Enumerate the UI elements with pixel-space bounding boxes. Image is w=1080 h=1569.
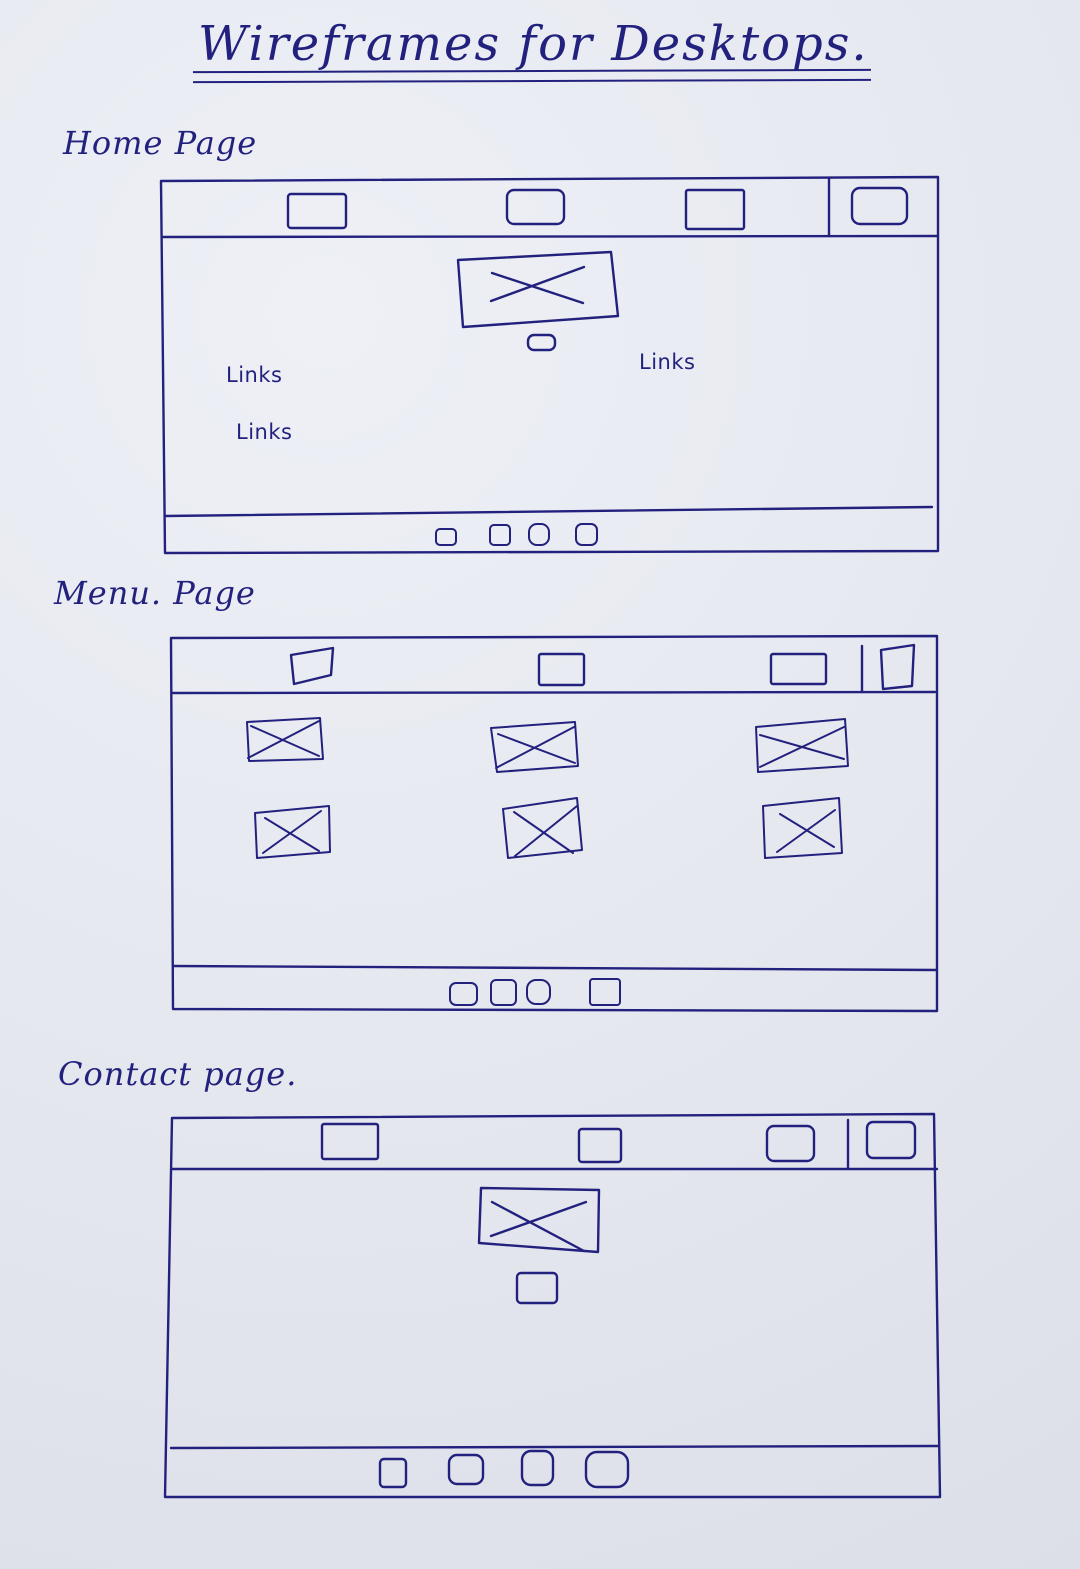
home-link-left-bottom: Links [236, 420, 293, 444]
menu-footer-icon-3 [526, 979, 551, 1005]
menu-nav-box-4 [879, 643, 916, 691]
menu-item-image-4 [254, 805, 331, 859]
contact-nav-box-3 [765, 1124, 816, 1163]
page-title: Wireframes for Desktops. [198, 16, 869, 72]
menu-item-grid [246, 717, 849, 859]
contact-footer-icon-4 [584, 1450, 630, 1489]
menu-item-image-6 [762, 797, 843, 859]
menu-page-label: Menu. Page [54, 574, 256, 612]
contact-wireframe [163, 1112, 942, 1499]
menu-item-image-1 [246, 717, 324, 762]
home-hero-image-cross [489, 265, 586, 305]
home-hero-button [526, 333, 557, 352]
menu-item-image-5 [502, 797, 583, 859]
menu-nav-box-3 [769, 652, 828, 686]
contact-frame [163, 1112, 942, 1499]
home-footer-icon-1 [435, 528, 457, 546]
contact-footer-icon-2 [447, 1453, 485, 1486]
contact-footer-icon-3 [520, 1449, 555, 1487]
home-footer-icon-2 [489, 524, 511, 546]
contact-footer-icon-1 [378, 1457, 408, 1489]
title-underline [192, 68, 872, 84]
menu-item-image-2 [490, 721, 579, 773]
contact-image-cross [489, 1200, 588, 1253]
contact-image-box [477, 1186, 601, 1254]
contact-nav-box-4 [865, 1120, 917, 1160]
menu-nav-box-2 [537, 652, 586, 687]
contact-footer-divider [169, 1444, 940, 1450]
home-footer-icon-3 [528, 523, 550, 546]
home-link-right: Links [639, 350, 696, 374]
home-nav-box-3 [684, 188, 746, 231]
menu-wireframe [169, 634, 939, 1013]
home-header-divider [161, 234, 940, 239]
menu-footer-divider [171, 964, 938, 972]
menu-item-image-3 [755, 718, 849, 773]
home-footer-divider [163, 505, 934, 518]
home-nav-box-2 [505, 188, 566, 226]
contact-nav-box-1 [320, 1122, 380, 1161]
menu-header-divider [170, 690, 937, 695]
menu-frame [169, 634, 939, 1013]
home-footer-icon-4 [575, 523, 598, 546]
home-page-label: Home Page [63, 124, 258, 162]
contact-nav-box-2 [577, 1127, 623, 1164]
contact-form-button [515, 1271, 559, 1305]
menu-nav-box-1 [289, 646, 335, 686]
home-nav-box-1 [286, 192, 348, 230]
menu-footer-icon-2 [490, 979, 517, 1006]
home-hero-image-box [456, 250, 620, 329]
home-link-left-top: Links [226, 363, 283, 387]
home-nav-box-4 [850, 186, 909, 226]
menu-footer-icon-1 [449, 982, 478, 1006]
menu-footer-icon-4 [589, 978, 621, 1006]
contact-page-label: Contact page. [58, 1055, 298, 1093]
